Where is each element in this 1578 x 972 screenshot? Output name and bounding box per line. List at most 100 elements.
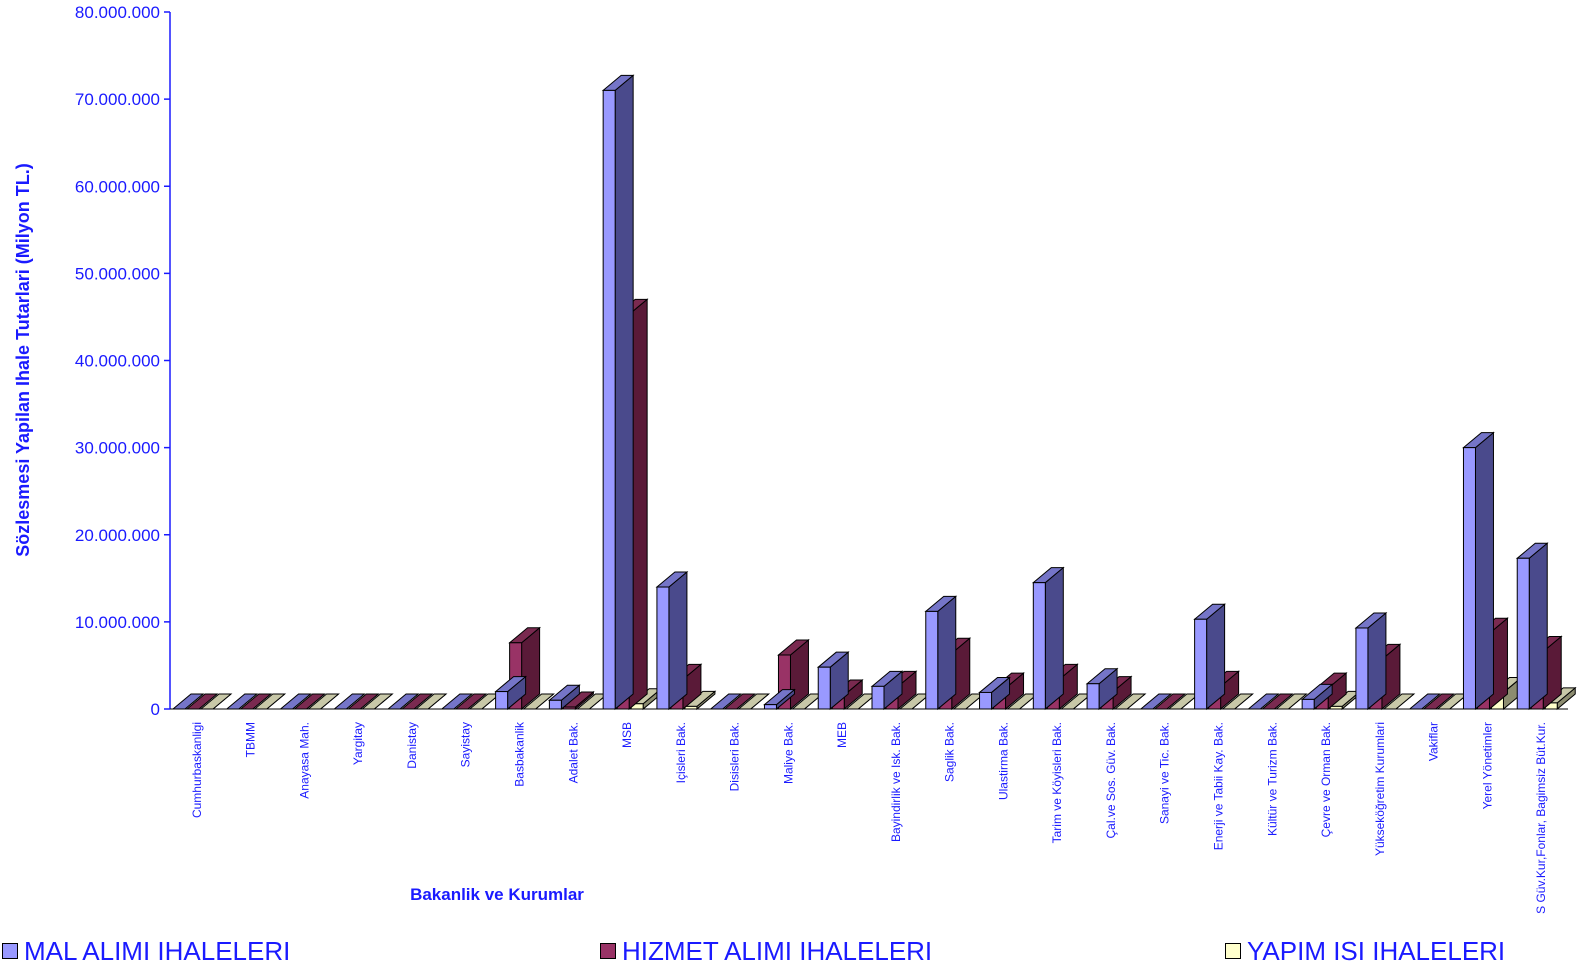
legend-swatch-yapim: [1225, 943, 1241, 959]
bar-top: [1261, 693, 1294, 710]
bar: [1355, 627, 1369, 710]
x-axis-title: Bakanlik ve Kurumlar: [410, 885, 584, 904]
x-tick-label: Basbakanlik: [513, 721, 527, 787]
bar-side: [1206, 603, 1226, 711]
bar: [871, 685, 885, 710]
x-tick-label: Içisleri Bak.: [674, 722, 688, 783]
bar-top: [307, 693, 340, 710]
bar: [1086, 683, 1100, 710]
bar-top: [400, 693, 434, 710]
y-tick-label: 70.000.000: [75, 90, 160, 109]
x-tick-label: Danistay: [405, 722, 419, 769]
bar-top: [332, 693, 366, 710]
bar-top: [440, 693, 474, 710]
y-tick-label: 30.000.000: [75, 439, 160, 458]
bar-top: [737, 693, 771, 710]
bar-top: [1113, 693, 1147, 710]
bar-top: [225, 693, 259, 710]
bar: [1462, 447, 1476, 710]
x-tick-label: S Güv.Kur,Fonlar, Bagimsiz Büt.Kur.: [1534, 722, 1548, 914]
x-tick-label: MSB: [620, 722, 634, 748]
bar: [495, 691, 509, 710]
bar-top: [1153, 693, 1187, 710]
x-tick-label: Sayistay: [459, 722, 473, 767]
bar-side: [614, 74, 634, 711]
x-tick-label: Yargitay: [351, 722, 365, 765]
x-tick-label: Disisleri Bak.: [728, 722, 742, 791]
bar-top: [1382, 693, 1416, 710]
x-tick-label: Adalet Bak.: [566, 722, 580, 783]
bar: [979, 691, 993, 710]
x-tick-label: Anayasa Mah.: [297, 722, 311, 799]
x-tick-label: Yerel Yönetimler: [1480, 722, 1494, 809]
x-tick-label: Enerji ve Tabii Kay. Bak.: [1212, 722, 1226, 850]
legend-item-hizmet: HIZMET ALIMI IHALELERI: [600, 932, 932, 970]
bar: [1194, 618, 1208, 710]
bar: [1301, 698, 1315, 710]
bar-side: [1474, 431, 1494, 711]
bar-chart: 0 10.000.000 20.000.000 30.000.000 40.000.00…: [13, 3, 1577, 914]
bar-top: [346, 693, 380, 710]
legend-label-yapim: YAPIM ISI IHALELERI: [1247, 935, 1506, 966]
bar-top: [360, 693, 394, 710]
x-tick-label: Sanayi ve Tic. Bak.: [1158, 722, 1172, 824]
bar-top: [1408, 693, 1442, 710]
bar-top: [723, 693, 757, 710]
x-tick-label: Kültür ve Turizm Bak.: [1265, 722, 1279, 836]
x-tick-label: Saglik Bak.: [943, 722, 957, 782]
bar-top: [199, 693, 233, 710]
y-tick-label: 0: [151, 700, 160, 719]
x-tick-label: Bayindirlik ve Isk. Bak.: [889, 722, 903, 842]
x-tick-label: Vakiflar: [1427, 722, 1441, 761]
bar: [656, 586, 670, 710]
bar-side: [937, 595, 957, 711]
bar: [602, 89, 616, 710]
legend-swatch-mal: [2, 943, 18, 959]
legend-item-yapim: YAPIM ISI IHALELERI: [1225, 932, 1505, 970]
x-tick-label: Cumhurbaskanligi: [190, 722, 204, 818]
y-tick-label: 50.000.000: [75, 264, 160, 283]
bar: [1516, 557, 1530, 710]
x-tick-label: Çevre ve Orman Bak.: [1319, 722, 1333, 837]
bar: [1032, 582, 1046, 710]
bar-top: [1422, 693, 1456, 710]
x-tick-label: Çal.ve Sos. Güv. Bak.: [1104, 722, 1118, 839]
legend-swatch-hizmet: [600, 943, 616, 959]
legend-item-mal: MAL ALIMI IHALELERI: [2, 932, 290, 970]
legend-label-mal: MAL ALIMI IHALELERI: [24, 935, 291, 966]
bar-top: [239, 693, 273, 710]
bar-top: [414, 693, 448, 710]
bar-top: [1221, 693, 1254, 710]
bar: [817, 666, 831, 710]
bar: [925, 610, 939, 710]
bar: [684, 705, 698, 710]
legend-label-hizmet: HIZMET ALIMI IHALELERI: [622, 935, 933, 966]
bar-top: [522, 693, 555, 710]
bar-top: [709, 693, 743, 710]
y-tick-label: 20.000.000: [75, 526, 160, 545]
y-tick-label: 10.000.000: [75, 613, 160, 632]
bar: [562, 706, 576, 710]
bar-top: [293, 693, 326, 710]
x-tick-label: Yükseköğretim Kurumlari: [1373, 722, 1387, 856]
bar-top: [171, 693, 205, 710]
y-tick-label: 60.000.000: [75, 177, 160, 196]
x-tick-label: Ulastirma Bak.: [996, 722, 1010, 800]
bar-top: [386, 693, 420, 710]
bar: [548, 699, 562, 710]
bar-side: [1528, 542, 1548, 711]
bar: [763, 704, 777, 710]
bar-top: [1139, 693, 1173, 710]
bar-top: [253, 693, 287, 710]
bar-side: [1044, 566, 1064, 711]
bar: [1329, 705, 1343, 710]
y-tick-label: 40.000.000: [75, 352, 160, 371]
bar-top: [1275, 693, 1308, 710]
bar-top: [1247, 693, 1280, 710]
x-tick-label: Maliye Bak.: [781, 722, 795, 784]
y-tick-label: 80.000.000: [75, 3, 160, 22]
bar-top: [454, 693, 488, 710]
bar-top: [185, 693, 219, 710]
bar-top: [279, 693, 312, 710]
bar-side: [668, 570, 688, 711]
